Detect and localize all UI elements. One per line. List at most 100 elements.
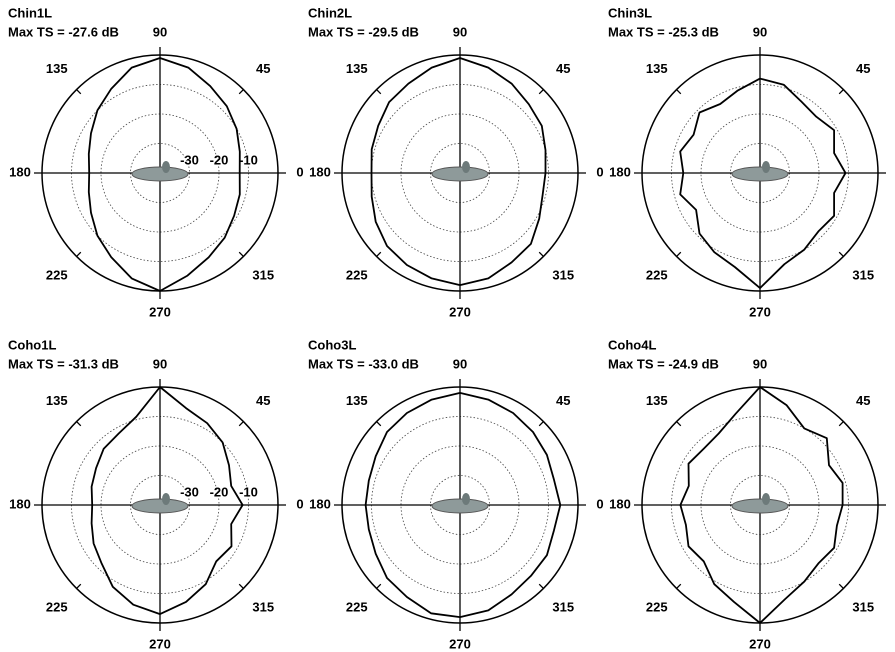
theta-tick-label: 135 <box>646 393 668 408</box>
theta-tick-label: 0 <box>596 496 603 511</box>
figure: Chin1L Max TS = -27.6 dB -30 -20 -10 0 45 90 135… <box>0 0 895 652</box>
theta-axis <box>677 90 681 94</box>
chart-title: Coho3L <box>308 337 356 352</box>
theta-axis <box>677 422 681 426</box>
theta-axis <box>839 90 843 94</box>
r-tick-label: -20 <box>210 152 229 167</box>
theta-tick-label: 180 <box>609 164 631 179</box>
theta-tick-label: 315 <box>552 600 574 615</box>
theta-axis <box>377 90 381 94</box>
theta-tick-label: 135 <box>46 61 68 76</box>
r-tick-label: -10 <box>239 484 258 499</box>
theta-tick-label: 0 <box>296 164 303 179</box>
theta-tick-label: 0 <box>596 164 603 179</box>
theta-tick-label: 45 <box>556 61 570 76</box>
theta-tick-label: 45 <box>856 393 870 408</box>
chart-title: Coho4L <box>608 337 656 352</box>
theta-tick-label: 135 <box>646 61 668 76</box>
theta-tick-label: 180 <box>609 496 631 511</box>
chart-title: Chin3L <box>608 5 652 20</box>
theta-axis <box>539 252 543 256</box>
theta-axis <box>839 252 843 256</box>
polar-chart: Chin1L Max TS = -27.6 dB -30 -20 -10 0 45 90 135… <box>8 5 304 319</box>
theta-tick-label: 225 <box>646 600 668 615</box>
theta-tick-label: 90 <box>153 356 167 371</box>
chart-subtitle: Max TS = -29.5 dB <box>308 24 419 39</box>
theta-axis <box>539 422 543 426</box>
chart-subtitle: Max TS = -24.9 dB <box>608 356 719 371</box>
theta-axis <box>239 90 243 94</box>
theta-tick-label: 225 <box>646 268 668 283</box>
theta-axis <box>77 584 81 588</box>
theta-tick-label: 90 <box>753 24 767 39</box>
theta-axis <box>677 252 681 256</box>
theta-tick-label: 315 <box>852 268 874 283</box>
chart-subtitle: Max TS = -25.3 dB <box>608 24 719 39</box>
r-tick-label: -10 <box>239 152 258 167</box>
chart-subtitle: Max TS = -27.6 dB <box>8 24 119 39</box>
fish-image <box>762 493 770 505</box>
theta-tick-label: 90 <box>453 356 467 371</box>
theta-tick-label: 315 <box>252 600 274 615</box>
theta-tick-label: 45 <box>556 393 570 408</box>
theta-tick-label: 45 <box>856 61 870 76</box>
theta-axis <box>239 584 243 588</box>
fish-image <box>462 493 470 505</box>
r-tick-label: -30 <box>180 484 199 499</box>
fish-image <box>732 499 788 513</box>
theta-tick-label: 135 <box>346 61 368 76</box>
theta-tick-label: 180 <box>309 496 331 511</box>
chart-subtitle: Max TS = -31.3 dB <box>8 356 119 371</box>
theta-axis <box>377 252 381 256</box>
fish-image <box>462 161 470 173</box>
theta-axis <box>77 422 81 426</box>
theta-tick-label: 315 <box>552 268 574 283</box>
theta-axis <box>677 584 681 588</box>
theta-tick-label: 90 <box>453 24 467 39</box>
fish-image <box>762 161 770 173</box>
theta-axis <box>839 584 843 588</box>
theta-tick-label: 315 <box>252 268 274 283</box>
fish-image <box>432 499 488 513</box>
theta-tick-label: 270 <box>149 636 171 651</box>
fish-image <box>432 167 488 181</box>
r-tick-label: -30 <box>180 152 199 167</box>
theta-tick-label: 225 <box>46 600 68 615</box>
theta-axis <box>77 90 81 94</box>
chart-title: Coho1L <box>8 337 56 352</box>
theta-tick-label: 45 <box>256 393 270 408</box>
fish-image <box>132 499 188 513</box>
page: Chin1L Max TS = -27.6 dB -30 -20 -10 0 45 90 135… <box>0 0 895 652</box>
fish-image <box>732 167 788 181</box>
chart-subtitle: Max TS = -33.0 dB <box>308 356 419 371</box>
theta-axis <box>377 584 381 588</box>
theta-tick-label: 315 <box>852 600 874 615</box>
theta-axis <box>839 422 843 426</box>
theta-tick-label: 135 <box>346 393 368 408</box>
theta-tick-label: 90 <box>753 356 767 371</box>
theta-tick-label: 270 <box>449 304 471 319</box>
theta-axis <box>239 422 243 426</box>
theta-axis <box>539 584 543 588</box>
theta-tick-label: 225 <box>346 268 368 283</box>
theta-tick-label: 0 <box>296 496 303 511</box>
fish-image <box>132 167 188 181</box>
theta-tick-label: 270 <box>749 636 771 651</box>
tracing <box>680 79 845 289</box>
theta-axis <box>239 252 243 256</box>
theta-tick-label: 270 <box>449 636 471 651</box>
theta-axis <box>377 422 381 426</box>
theta-tick-label: 180 <box>9 164 31 179</box>
theta-tick-label: 225 <box>46 268 68 283</box>
theta-axis <box>539 90 543 94</box>
theta-tick-label: 90 <box>153 24 167 39</box>
chart-title: Chin2L <box>308 5 352 20</box>
r-tick-label: -20 <box>210 484 229 499</box>
theta-tick-label: 45 <box>256 61 270 76</box>
theta-tick-label: 270 <box>149 304 171 319</box>
chart-title: Chin1L <box>8 5 52 20</box>
